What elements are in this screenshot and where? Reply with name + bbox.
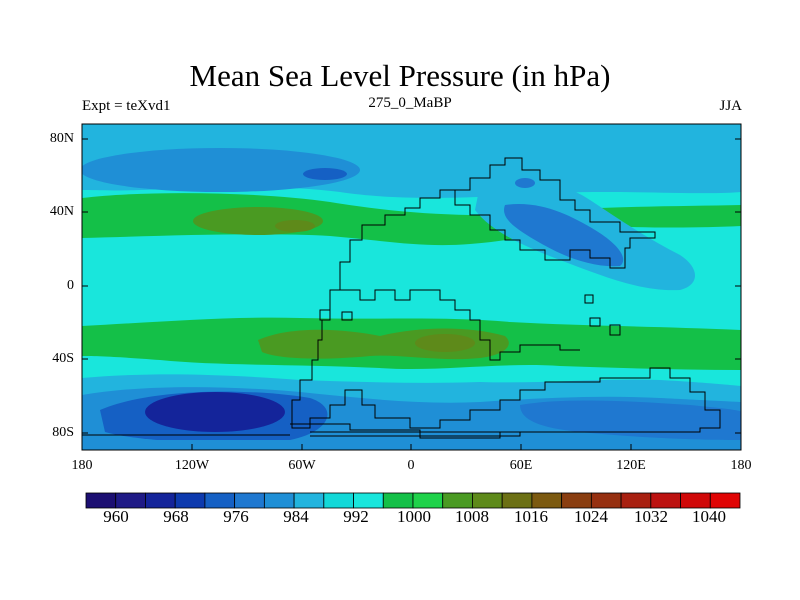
y-tick-label: 40N bbox=[49, 204, 74, 219]
colorbar-label: 968 bbox=[163, 507, 189, 526]
antarctic-coast bbox=[82, 431, 521, 437]
colorbar-box bbox=[412, 492, 444, 509]
y-tick-label: 80N bbox=[49, 131, 74, 146]
x-tick-label: 60E bbox=[509, 458, 533, 473]
colorbar-label: 976 bbox=[223, 507, 249, 526]
x-tick-label: 180 bbox=[730, 458, 752, 473]
colorbar-label: 1000 bbox=[397, 507, 431, 526]
season-label: JJA bbox=[719, 98, 742, 114]
colorbar-box bbox=[472, 492, 503, 509]
field-north-low-core bbox=[303, 168, 347, 180]
colorbar-box bbox=[531, 492, 563, 509]
field-south-high-core bbox=[415, 334, 475, 352]
field-north-high-core bbox=[275, 220, 315, 232]
field-asia-small-low bbox=[515, 178, 535, 188]
field-asia-low-core bbox=[504, 204, 624, 267]
colorbar-label: 960 bbox=[103, 507, 129, 526]
colorbar-box bbox=[620, 492, 652, 509]
field-top-band bbox=[82, 124, 741, 138]
y-tick-label: 0 bbox=[67, 278, 74, 293]
islands bbox=[319, 294, 621, 336]
colorbar-box bbox=[680, 492, 711, 509]
colorbar-box bbox=[650, 492, 681, 509]
x-tick-marks bbox=[81, 444, 742, 450]
colorbar-box bbox=[442, 492, 473, 509]
colorbar-label: 1008 bbox=[455, 507, 489, 526]
colorbar-box bbox=[204, 492, 236, 509]
colorbar-label: 984 bbox=[283, 507, 309, 526]
colorbar-box bbox=[115, 492, 146, 509]
colorbar-box bbox=[353, 492, 384, 509]
colorbar-label: 1032 bbox=[634, 507, 668, 526]
experiment-label: Expt = teXvd1 bbox=[82, 98, 171, 114]
colorbar-label: 1040 bbox=[692, 507, 726, 526]
colorbar-box bbox=[709, 492, 741, 509]
colorbar-box bbox=[174, 492, 206, 509]
colorbar-label: 992 bbox=[343, 507, 369, 526]
y-tick-label: 80S bbox=[52, 425, 74, 440]
colorbar-box bbox=[501, 492, 533, 509]
pressure-field bbox=[82, 124, 741, 450]
y-tick-label: 40S bbox=[52, 351, 74, 366]
time-label: 275_0_MaBP bbox=[368, 95, 452, 111]
continent-outline bbox=[82, 157, 721, 439]
x-tick-label: 60W bbox=[288, 458, 316, 473]
field-south-east-low bbox=[520, 400, 741, 440]
colorbar-box bbox=[85, 492, 117, 509]
tethys-coast bbox=[340, 289, 580, 361]
x-tick-label: 0 bbox=[407, 458, 415, 473]
field-north-low bbox=[82, 148, 360, 192]
colorbar-box bbox=[293, 492, 325, 509]
asia-coast bbox=[454, 157, 656, 269]
colorbar bbox=[85, 492, 741, 509]
colorbar-label: 1016 bbox=[514, 507, 548, 526]
colorbar-box bbox=[145, 492, 176, 509]
colorbar-box bbox=[234, 492, 265, 509]
field-south-low-core bbox=[145, 392, 285, 432]
colorbar-label: 1024 bbox=[574, 507, 608, 526]
x-tick-label: 120E bbox=[616, 458, 646, 473]
south-coast bbox=[290, 189, 721, 439]
colorbar-box bbox=[382, 492, 414, 509]
colorbar-box bbox=[590, 492, 622, 509]
x-tick-label: 120W bbox=[174, 458, 210, 473]
x-tick-label: 180 bbox=[71, 458, 93, 473]
map-title: Mean Sea Level Pressure (in hPa) bbox=[189, 58, 611, 93]
colorbar-box bbox=[323, 492, 354, 509]
colorbar-box bbox=[561, 492, 592, 509]
colorbar-box bbox=[263, 492, 295, 509]
y-tick-marks bbox=[82, 138, 741, 434]
